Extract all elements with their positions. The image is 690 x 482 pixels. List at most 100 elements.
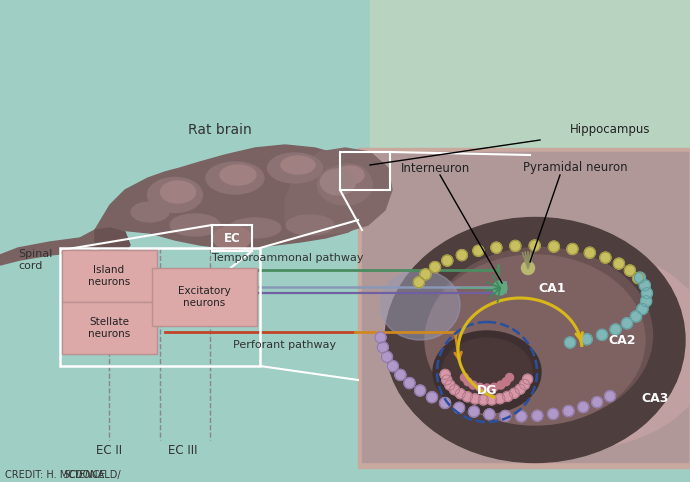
Bar — [370, 0, 690, 160]
Circle shape — [426, 392, 437, 402]
Circle shape — [456, 250, 467, 261]
Circle shape — [486, 395, 497, 405]
Bar — [340, 152, 390, 190]
Circle shape — [387, 361, 398, 372]
Circle shape — [640, 295, 651, 307]
Text: Rat brain: Rat brain — [188, 123, 252, 137]
Polygon shape — [285, 148, 392, 235]
Circle shape — [478, 395, 489, 405]
Text: EC III: EC III — [168, 443, 198, 456]
Ellipse shape — [220, 165, 256, 185]
Circle shape — [548, 408, 559, 419]
Circle shape — [440, 398, 451, 408]
Circle shape — [642, 288, 653, 299]
Circle shape — [442, 375, 452, 385]
Ellipse shape — [442, 338, 532, 406]
Circle shape — [631, 311, 642, 322]
Ellipse shape — [385, 217, 685, 463]
Ellipse shape — [170, 214, 220, 236]
Circle shape — [515, 384, 525, 394]
Circle shape — [502, 378, 510, 386]
Ellipse shape — [433, 331, 541, 413]
Circle shape — [578, 402, 589, 413]
Circle shape — [395, 369, 406, 380]
Circle shape — [491, 242, 502, 253]
Circle shape — [473, 245, 484, 256]
Circle shape — [440, 369, 450, 379]
Circle shape — [500, 410, 511, 421]
Circle shape — [470, 394, 480, 404]
Ellipse shape — [448, 248, 690, 448]
Circle shape — [420, 269, 431, 280]
Circle shape — [495, 394, 505, 403]
Circle shape — [532, 410, 543, 421]
Ellipse shape — [281, 156, 315, 174]
Circle shape — [522, 374, 533, 384]
Ellipse shape — [327, 164, 369, 192]
Polygon shape — [362, 152, 688, 462]
Text: CA1: CA1 — [538, 281, 566, 295]
Bar — [212, 225, 252, 251]
Circle shape — [584, 247, 595, 258]
Text: EC: EC — [224, 231, 240, 244]
Circle shape — [462, 392, 473, 402]
Circle shape — [516, 411, 526, 422]
Circle shape — [600, 252, 611, 263]
Circle shape — [404, 377, 415, 388]
Circle shape — [455, 388, 466, 399]
Circle shape — [520, 379, 530, 389]
Circle shape — [567, 243, 578, 254]
Circle shape — [413, 277, 424, 288]
Text: CA3: CA3 — [641, 391, 669, 404]
Ellipse shape — [428, 247, 653, 423]
Text: SCIENCE: SCIENCE — [63, 470, 106, 480]
Bar — [62, 302, 157, 354]
Bar — [358, 148, 690, 468]
Ellipse shape — [388, 220, 682, 460]
Ellipse shape — [380, 270, 460, 340]
Ellipse shape — [286, 215, 334, 235]
Circle shape — [563, 405, 574, 416]
Ellipse shape — [213, 226, 251, 250]
Circle shape — [375, 332, 386, 343]
Circle shape — [449, 385, 460, 395]
Circle shape — [497, 381, 505, 389]
Text: Interneuron: Interneuron — [400, 161, 470, 174]
Circle shape — [502, 391, 513, 402]
Circle shape — [442, 255, 453, 266]
Text: Hippocampus: Hippocampus — [570, 123, 651, 136]
Text: CREDIT: H. MCDONALD/: CREDIT: H. MCDONALD/ — [5, 470, 121, 480]
Bar — [60, 248, 260, 366]
Text: Excitatory
neurons: Excitatory neurons — [177, 286, 230, 308]
Text: Pyramidal neuron: Pyramidal neuron — [523, 161, 627, 174]
Circle shape — [430, 262, 440, 273]
Circle shape — [382, 351, 393, 362]
Circle shape — [633, 272, 644, 283]
Ellipse shape — [206, 162, 264, 194]
Text: Stellate
neurons: Stellate neurons — [88, 317, 130, 339]
Circle shape — [624, 265, 635, 276]
Polygon shape — [95, 145, 382, 248]
Circle shape — [634, 272, 645, 283]
Circle shape — [564, 337, 575, 348]
Circle shape — [510, 241, 521, 252]
Circle shape — [622, 318, 633, 329]
Polygon shape — [0, 230, 95, 265]
Circle shape — [377, 342, 388, 353]
Circle shape — [469, 406, 480, 417]
Circle shape — [581, 334, 592, 345]
Ellipse shape — [320, 169, 355, 195]
Circle shape — [460, 374, 469, 381]
Text: DG: DG — [477, 384, 497, 397]
Text: Island
neurons: Island neurons — [88, 265, 130, 287]
Circle shape — [484, 409, 495, 420]
Circle shape — [445, 380, 455, 390]
Circle shape — [415, 385, 426, 396]
Text: Temporoammonal pathway: Temporoammonal pathway — [213, 253, 364, 263]
Circle shape — [522, 262, 535, 275]
Ellipse shape — [425, 255, 645, 425]
Bar — [152, 268, 257, 326]
Circle shape — [591, 397, 602, 408]
Polygon shape — [95, 228, 130, 252]
Circle shape — [529, 240, 540, 251]
